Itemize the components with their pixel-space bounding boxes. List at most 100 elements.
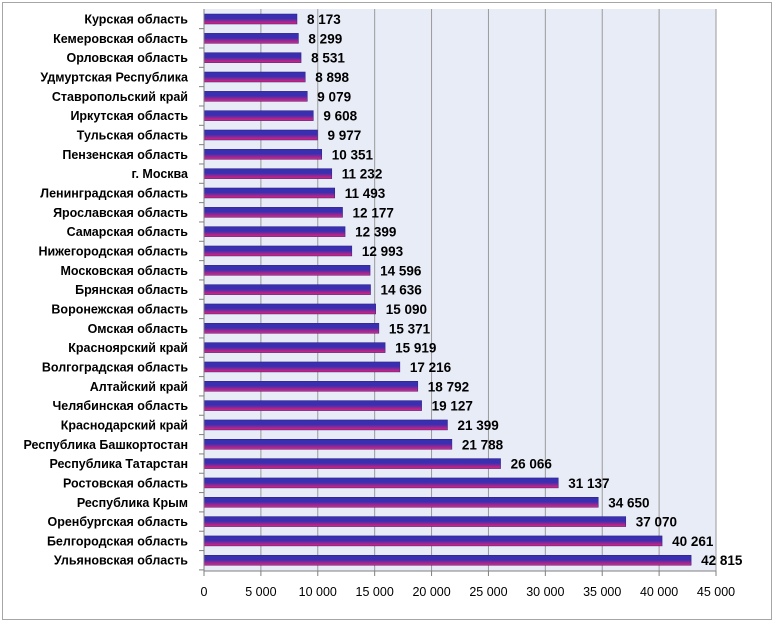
category-label: Иркутская область	[70, 109, 188, 123]
x-tick-label: 40 000	[640, 585, 678, 599]
category-label: Челябинская область	[52, 399, 188, 413]
bar	[203, 284, 371, 295]
category-label: Нижегородская область	[38, 244, 188, 258]
data-label: 42 815	[701, 553, 743, 568]
bar	[203, 497, 599, 508]
category-label: Ростовская область	[63, 476, 188, 490]
category-label: Орловская область	[67, 51, 189, 65]
bar	[203, 187, 336, 199]
data-label: 12 993	[362, 244, 404, 259]
bar	[203, 91, 308, 102]
bar	[203, 458, 501, 469]
data-label: 21 788	[462, 437, 504, 452]
data-label: 9 079	[317, 89, 351, 104]
category-label: Кемеровская область	[53, 32, 188, 46]
category-label: Московская область	[60, 264, 188, 278]
bar	[203, 168, 333, 179]
x-tick-label: 35 000	[583, 585, 621, 599]
category-label: Республика Татарстан	[49, 457, 188, 471]
category-label: Воронежская область	[51, 302, 188, 316]
data-label: 8 531	[311, 51, 345, 66]
bar	[203, 381, 419, 392]
data-label: 9 608	[323, 109, 357, 124]
data-label: 31 137	[568, 476, 609, 491]
category-label: Брянская область	[75, 283, 188, 297]
data-label: 14 636	[381, 283, 423, 298]
data-label: 9 977	[328, 128, 362, 143]
data-label: 34 650	[608, 495, 649, 510]
category-label: Республика Башкортостан	[23, 438, 188, 452]
data-label: 11 493	[345, 186, 386, 201]
bar	[203, 323, 380, 334]
data-label: 19 127	[432, 399, 473, 414]
data-label: 15 090	[386, 302, 427, 317]
x-tick-label: 20 000	[412, 585, 450, 599]
data-label: 18 792	[428, 379, 469, 394]
category-label: Красноярский край	[68, 341, 188, 355]
data-label: 8 173	[307, 12, 341, 27]
data-label: 8 299	[308, 31, 342, 46]
axes: 0 5 000 10 000 15 000 20 000 25 000 30 000 35 0…	[199, 9, 735, 599]
data-label: 26 066	[511, 457, 553, 472]
category-label: Ставропольский край	[52, 90, 188, 104]
bar	[203, 554, 692, 566]
category-label: Курская область	[84, 13, 188, 27]
bar	[203, 110, 314, 121]
category-label: Белгородская область	[47, 534, 188, 548]
data-label: 10 351	[332, 147, 374, 162]
x-tick-label: 10 000	[299, 585, 337, 599]
x-tick-label: 5 000	[245, 585, 276, 599]
category-label: Ярославская область	[53, 206, 188, 220]
bar	[203, 245, 353, 257]
bar	[203, 13, 298, 25]
bar	[203, 516, 627, 527]
bar	[203, 226, 346, 237]
bar	[203, 129, 318, 141]
data-label: 40 261	[672, 534, 714, 549]
bar	[203, 400, 422, 411]
bar	[203, 439, 453, 450]
data-label: 8 898	[315, 70, 349, 85]
labels: Курская область 8 173 Кемеровская область 8…	[23, 12, 742, 568]
data-label: 14 596	[380, 263, 422, 278]
data-label: 11 232	[342, 167, 383, 182]
x-tick-label: 0	[201, 585, 208, 599]
data-label: 12 177	[353, 205, 394, 220]
bar	[203, 303, 376, 315]
category-label: Ленинградская область	[40, 186, 188, 200]
x-tick-label: 25 000	[469, 585, 507, 599]
x-tick-label: 45 000	[697, 585, 735, 599]
category-label: Республика Крым	[77, 496, 188, 510]
data-label: 37 070	[636, 515, 677, 530]
category-label: Волгоградская область	[42, 360, 188, 374]
bar	[203, 361, 401, 373]
category-label: Пензенская область	[62, 148, 188, 162]
bar	[203, 33, 299, 44]
bar	[203, 342, 386, 353]
bar	[203, 535, 663, 547]
category-label: Оренбургская область	[47, 515, 188, 529]
bar	[203, 71, 306, 83]
category-label: Краснодарский край	[61, 418, 188, 432]
bar	[203, 265, 371, 276]
category-label: Тульская область	[77, 128, 189, 142]
x-tick-label: 15 000	[356, 585, 394, 599]
category-label: Удмуртская Республика	[40, 70, 189, 84]
bars	[203, 13, 692, 566]
data-label: 12 399	[355, 225, 396, 240]
data-label: 21 399	[457, 418, 498, 433]
bar	[203, 419, 448, 431]
category-label: Самарская область	[67, 225, 189, 239]
category-label: г. Москва	[132, 167, 190, 181]
bar-chart: 0 5 000 10 000 15 000 20 000 25 000 30 000 35 0…	[23, 9, 743, 599]
category-label: Ульяновская область	[54, 554, 188, 568]
bar	[203, 52, 302, 63]
category-label: Алтайский край	[90, 380, 188, 394]
bar	[203, 477, 559, 489]
category-label: Омская область	[88, 322, 189, 336]
data-label: 15 371	[389, 321, 431, 336]
bar	[203, 207, 343, 218]
data-label: 15 919	[395, 341, 436, 356]
x-tick-label: 30 000	[526, 585, 564, 599]
